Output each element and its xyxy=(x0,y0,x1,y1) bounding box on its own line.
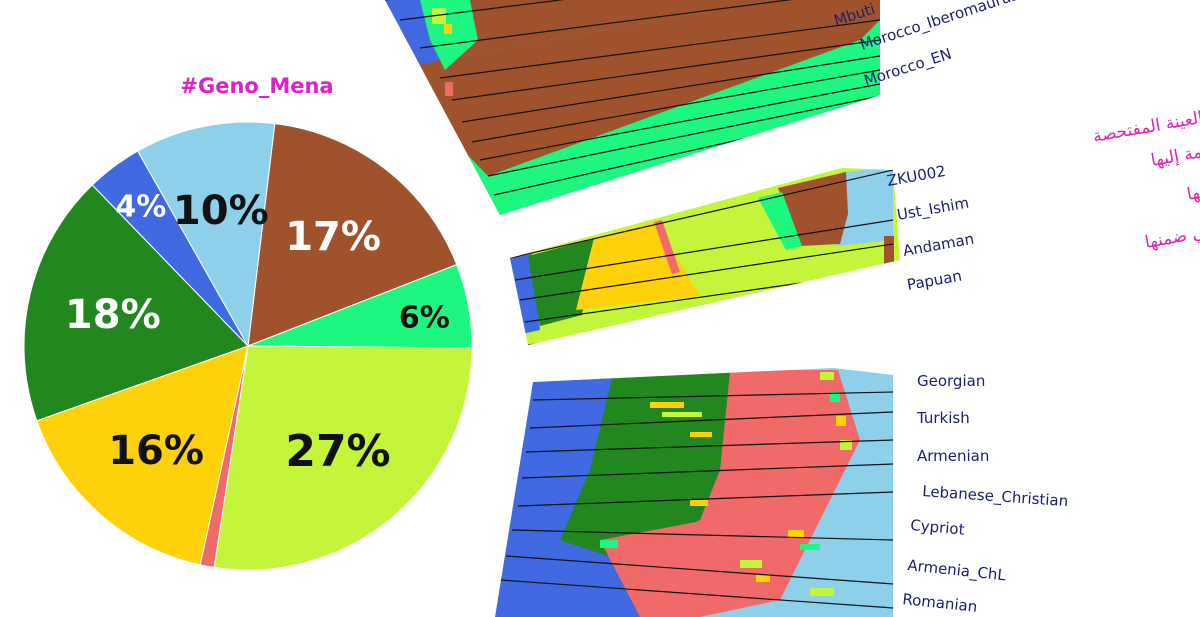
bottom-admixture-panel xyxy=(495,368,893,617)
label-armenian: Armenian xyxy=(917,447,989,465)
top-population-labels: Mbuti Morocco_Iberomaurusian Morocco_EN xyxy=(832,0,1043,91)
pie-slice-0 xyxy=(247,123,458,347)
top-panel-brown-lower xyxy=(385,0,880,176)
bottom-population-labels: Georgian Turkish Armenian Lebanese_Chris… xyxy=(902,372,1069,616)
top-panel-row-lines xyxy=(385,0,880,196)
pie-slice-7 xyxy=(137,121,276,348)
label-morocco-iberomaurusian: Morocco_Iberomaurusian xyxy=(858,0,1043,55)
pie-slice-4 xyxy=(36,345,249,566)
top-panel-lime-speck xyxy=(432,8,446,24)
label-ust-ishim: Ust_Ishim xyxy=(896,194,971,225)
top-panel-green-lower xyxy=(488,68,860,215)
annotation-tested-sample: العينة المفتحصة xyxy=(1091,108,1200,147)
sample-labels: ZKU002 Ust_Ishim Andaman Papuan xyxy=(886,162,976,294)
pie-slice-5 xyxy=(23,184,249,422)
label-papuan: Papuan xyxy=(906,267,964,294)
pie-label-6: 4% xyxy=(115,189,166,224)
pie-label-0: 17% xyxy=(285,214,381,260)
pie-slice-2 xyxy=(213,345,473,571)
pie-label-4: 16% xyxy=(108,428,204,474)
annotation-main-component: المكون الرئيسي ضمنها xyxy=(1143,205,1200,253)
mid-panel-brown-speck xyxy=(884,236,894,268)
mid-panel-salmon-thin xyxy=(654,220,680,274)
pie-chart: 17% 6% 27% 16% 18% 4% 10% xyxy=(23,121,473,571)
top-panel-gold-speck xyxy=(444,24,452,34)
bot-panel-specks xyxy=(600,372,852,596)
label-armenia-chl: Armenia_ChL xyxy=(906,556,1007,585)
label-cypriot: Cypriot xyxy=(910,516,966,539)
label-georgian: Georgian xyxy=(917,372,985,390)
label-zku002: ZKU002 xyxy=(886,162,948,190)
label-andaman: Andaman xyxy=(902,230,976,260)
pie-label-7: 10% xyxy=(173,188,269,234)
label-turkish: Turkish xyxy=(916,409,970,427)
top-admixture-panel xyxy=(385,0,880,215)
top-panel-salmon-speck xyxy=(445,82,453,96)
pie-label-5: 18% xyxy=(65,292,161,338)
label-lebanese-christian: Lebanese_Christian xyxy=(922,482,1069,511)
mid-panel-brown-right xyxy=(778,172,848,246)
mid-panel-green-right xyxy=(758,192,802,250)
pie-title: #Geno_Mena xyxy=(180,74,333,98)
arabic-annotations: العينة المفتحصة أقرب عينة قديمة إليها أق… xyxy=(1091,108,1200,253)
label-romanian: Romanian xyxy=(902,590,979,616)
bot-panel-row-lines xyxy=(499,391,893,609)
pie-label-2: 27% xyxy=(285,426,390,477)
pie-label-1: 6% xyxy=(399,301,450,336)
